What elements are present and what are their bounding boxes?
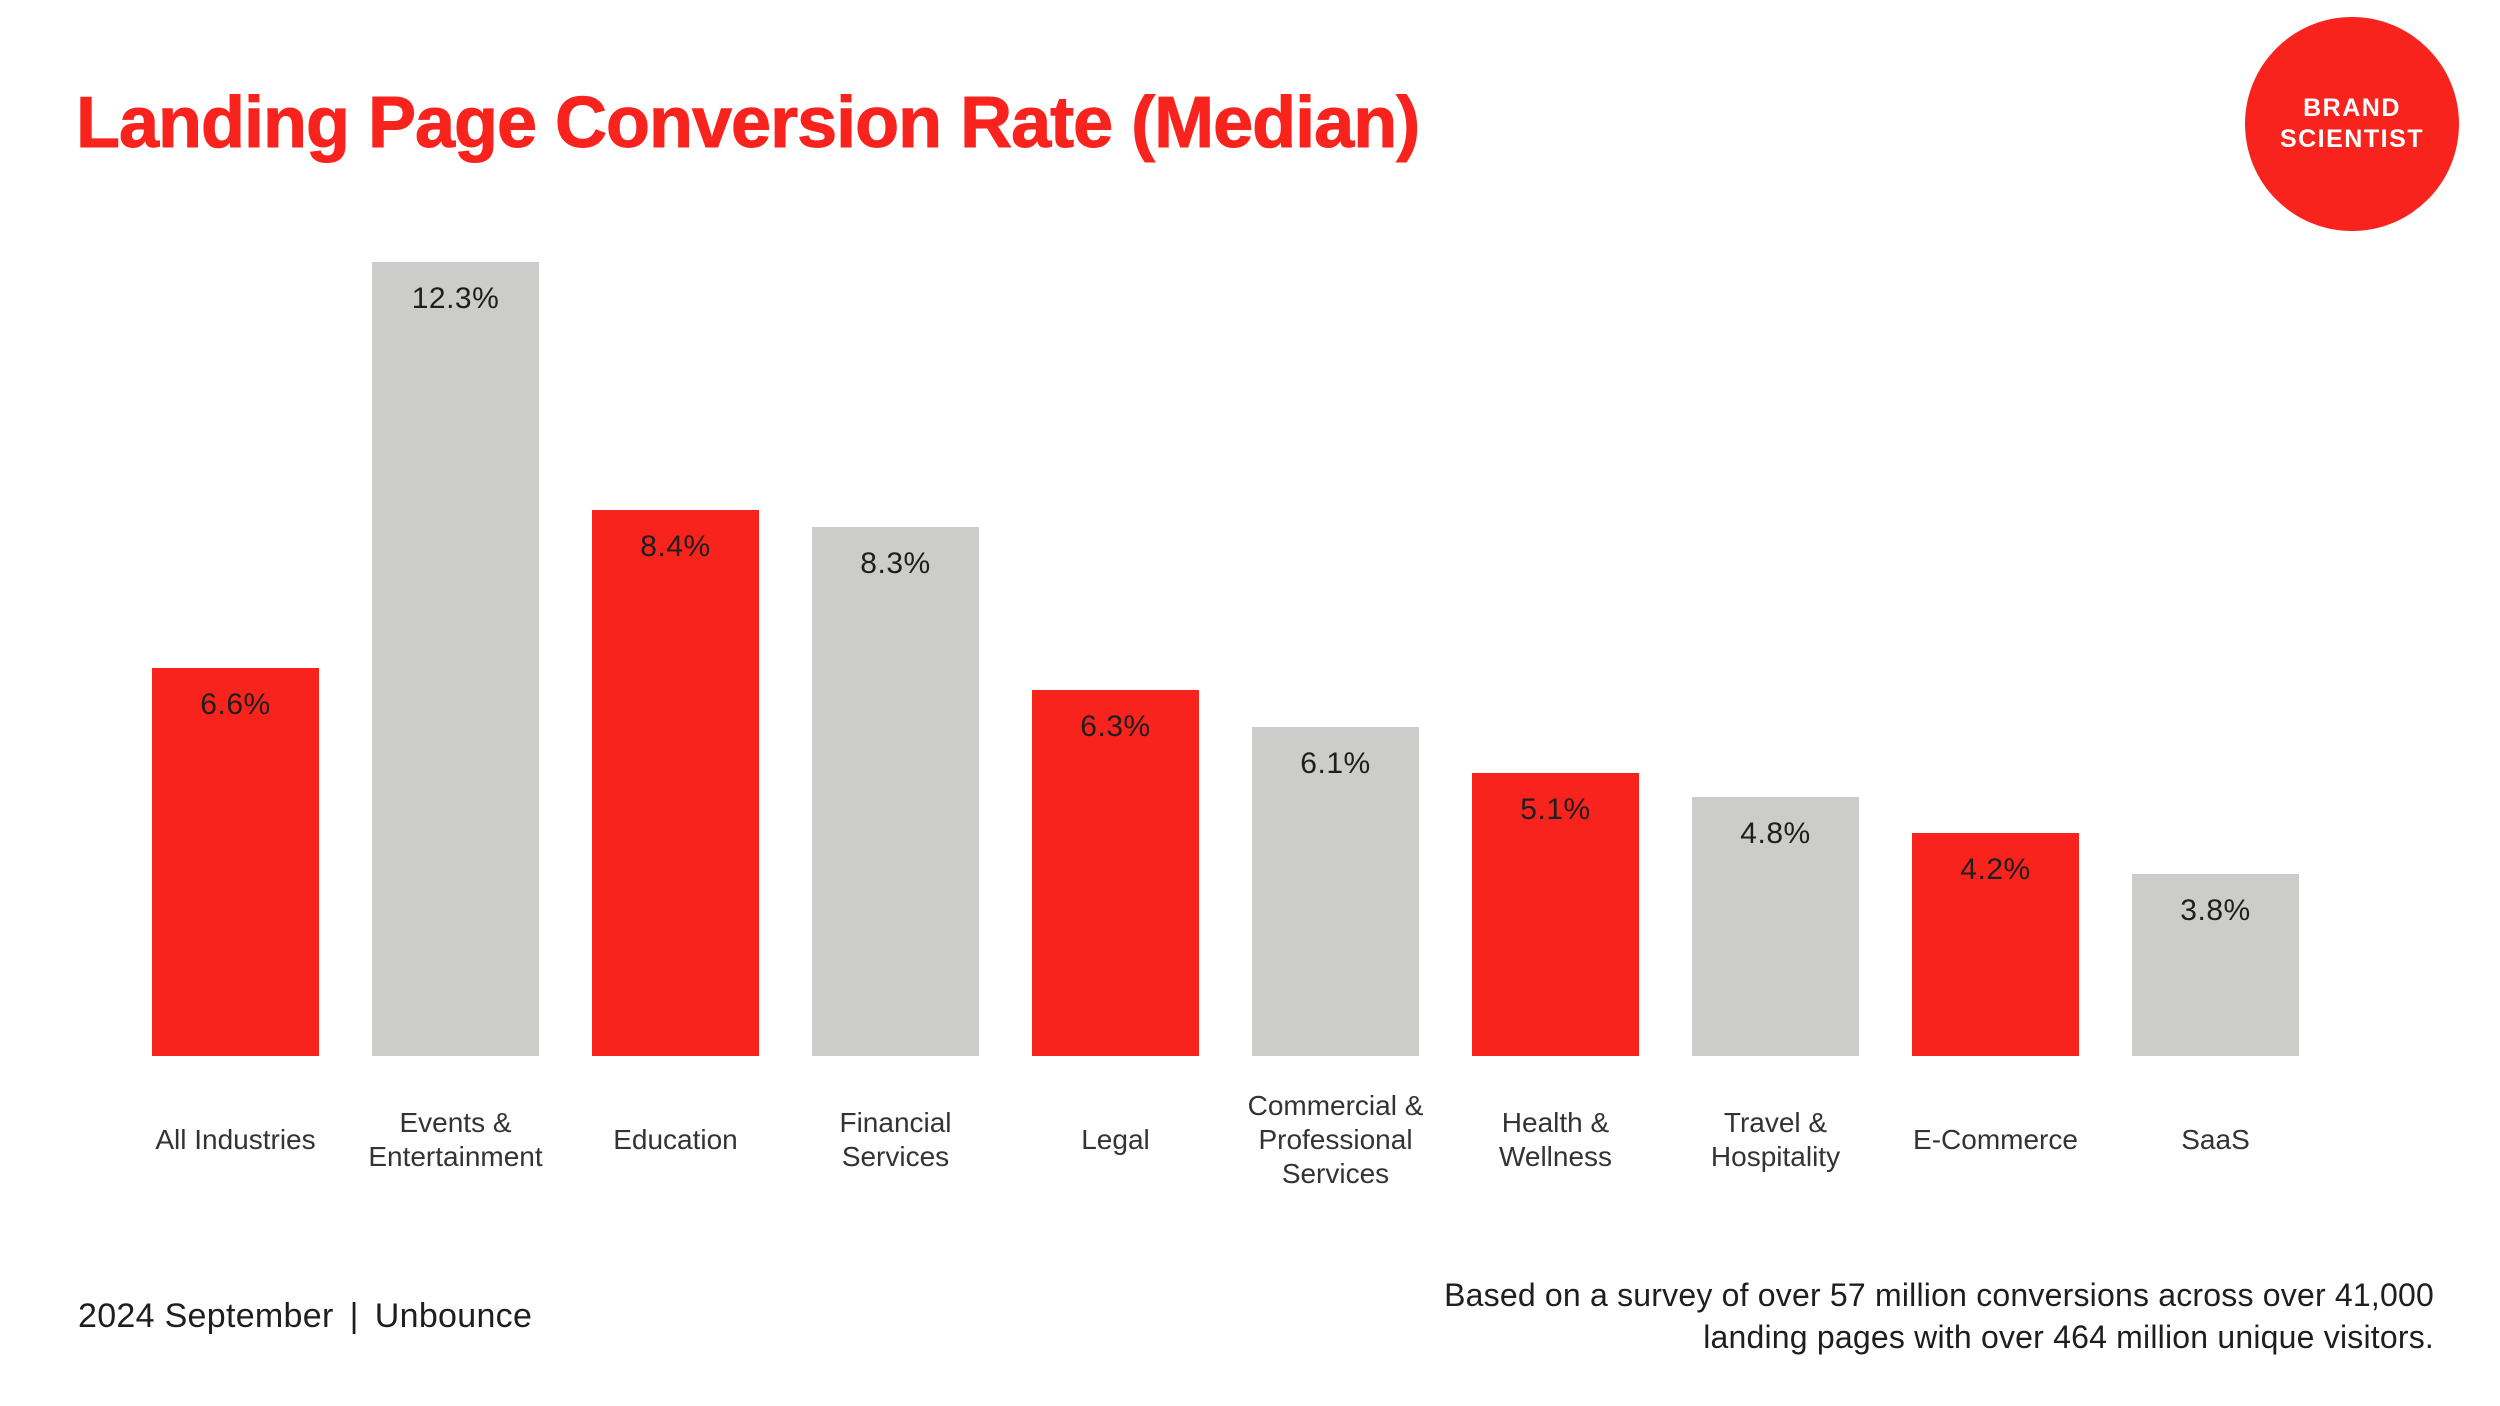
bar-category-label: Commercial & Professional Services — [1247, 1090, 1424, 1189]
brand-scientist-logo: BRAND SCIENTIST — [2245, 17, 2459, 231]
bar-category-label: Financial Services — [839, 1107, 952, 1172]
bar-category-label: Health & Wellness — [1498, 1107, 1613, 1172]
bar: 12.3% — [372, 262, 539, 1056]
bar: 6.1% — [1252, 727, 1419, 1056]
logo-text-line1: BRAND — [2303, 94, 2401, 122]
bar: 8.4% — [592, 510, 759, 1056]
footer-separator: | — [349, 1297, 359, 1335]
bar: 4.8% — [1692, 797, 1859, 1056]
logo-text-line2: SCIENTIST — [2279, 125, 2425, 153]
bar-value-label: 6.3% — [1080, 710, 1151, 743]
bar-value-label: 4.8% — [1740, 817, 1811, 850]
bar-value-label: 4.2% — [1960, 853, 2031, 886]
bar-category-label: SaaS — [2181, 1124, 2250, 1155]
bar: 4.2% — [1912, 833, 2079, 1056]
bar-value-label: 3.8% — [2180, 894, 2251, 927]
footer-source: Unbounce — [374, 1297, 533, 1335]
page-title: Landing Page Conversion Rate (Median) — [75, 83, 1420, 164]
survey-note-line2: landing pages with over 464 million uniq… — [1703, 1319, 2434, 1355]
bar-value-label: 5.1% — [1520, 793, 1591, 826]
bar: 6.3% — [1032, 690, 1199, 1056]
bar: 8.3% — [812, 527, 979, 1056]
footer-date: 2024 September — [78, 1297, 334, 1335]
bar-value-label: 8.4% — [640, 530, 711, 563]
bar-category-label: Education — [613, 1124, 738, 1155]
bar: 6.6% — [152, 668, 319, 1056]
bar-value-label: 12.3% — [411, 282, 500, 315]
survey-note-line1: Based on a survey of over 57 million con… — [1444, 1277, 2434, 1313]
bar-value-label: 6.6% — [200, 688, 271, 721]
bar-category-label: Travel & Hospitality — [1710, 1107, 1841, 1172]
bar-category-label: Legal — [1081, 1124, 1150, 1155]
bar-category-label: All Industries — [155, 1124, 316, 1155]
bar-value-label: 8.3% — [860, 547, 931, 580]
bar: 3.8% — [2132, 874, 2299, 1056]
survey-note: Based on a survey of over 57 million con… — [1444, 1274, 2434, 1358]
bar-category-label: E-Commerce — [1913, 1124, 2078, 1155]
bar-category-label: Events & Entertainment — [368, 1107, 543, 1172]
bar: 5.1% — [1472, 773, 1639, 1056]
footer-date-source: 2024 September | Unbounce — [78, 1297, 532, 1336]
bar-value-label: 6.1% — [1300, 747, 1371, 780]
